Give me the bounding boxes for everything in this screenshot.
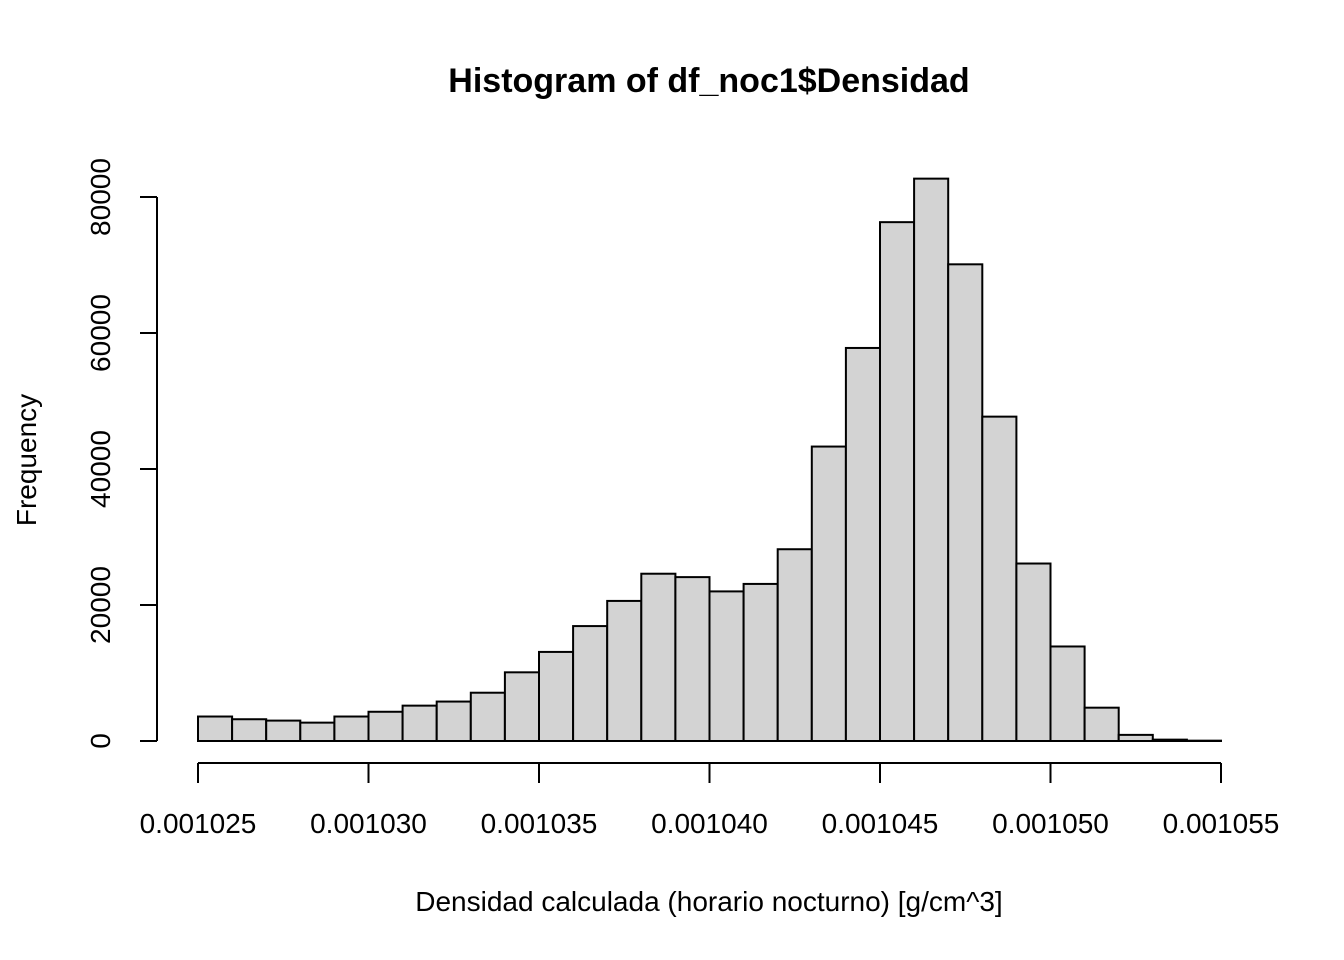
histogram-bar — [231, 718, 268, 742]
histogram-bar — [265, 719, 302, 742]
histogram-bar — [708, 590, 745, 743]
histogram-bar — [674, 576, 711, 742]
histogram-bar — [503, 671, 540, 743]
histogram-bar — [1083, 706, 1120, 742]
histogram-bar — [435, 700, 472, 742]
histogram-bar — [947, 263, 984, 742]
x-tick-label: 0.001035 — [481, 808, 598, 839]
x-tick-label: 0.001050 — [992, 808, 1109, 839]
histogram-bar — [299, 721, 336, 743]
histogram-bar — [844, 346, 882, 742]
x-tick-label: 0.001055 — [1163, 808, 1280, 839]
histogram-bar — [742, 582, 779, 742]
y-tick-label: 40000 — [85, 430, 116, 508]
y-tick-label: 0 — [85, 733, 116, 749]
histogram-bar — [1151, 738, 1188, 743]
histogram-bar — [776, 548, 813, 742]
histogram-bar — [401, 704, 438, 743]
histogram-bar — [913, 177, 950, 742]
histogram-bar — [1117, 733, 1154, 743]
y-axis: 0 20000 40000 60000 80000 — [85, 158, 158, 749]
histogram-bar — [640, 572, 677, 742]
histogram-bar — [538, 650, 575, 742]
y-tick-label: 20000 — [85, 566, 116, 644]
histogram-bar — [469, 691, 506, 742]
x-tick-label: 0.001025 — [140, 808, 257, 839]
x-tick-label: 0.001030 — [310, 808, 427, 839]
histogram-bar — [981, 415, 1018, 742]
histogram-bar — [367, 710, 404, 743]
histogram-bar — [572, 625, 609, 743]
histogram-bar — [197, 715, 234, 743]
x-axis: 0.001025 0.001030 0.001035 0.001040 0.001045… — [140, 762, 1280, 839]
histogram-bar — [1049, 645, 1086, 742]
y-axis-label: Frequency — [11, 394, 42, 526]
histogram-bar — [879, 221, 916, 743]
histogram-bar — [606, 599, 643, 742]
histogram-bar — [1015, 562, 1052, 743]
histogram-bar — [333, 715, 370, 743]
y-tick-label: 60000 — [85, 294, 116, 372]
histogram-bar — [810, 445, 847, 742]
x-tick-label: 0.001045 — [822, 808, 939, 839]
x-axis-label: Densidad calculada (horario nocturno) [g… — [415, 886, 1002, 917]
x-tick-label: 0.001040 — [651, 808, 768, 839]
chart-title: Histogram of df_noc1$Densidad — [448, 62, 969, 100]
bars-group — [197, 177, 1223, 743]
y-tick-label: 80000 — [85, 158, 116, 236]
